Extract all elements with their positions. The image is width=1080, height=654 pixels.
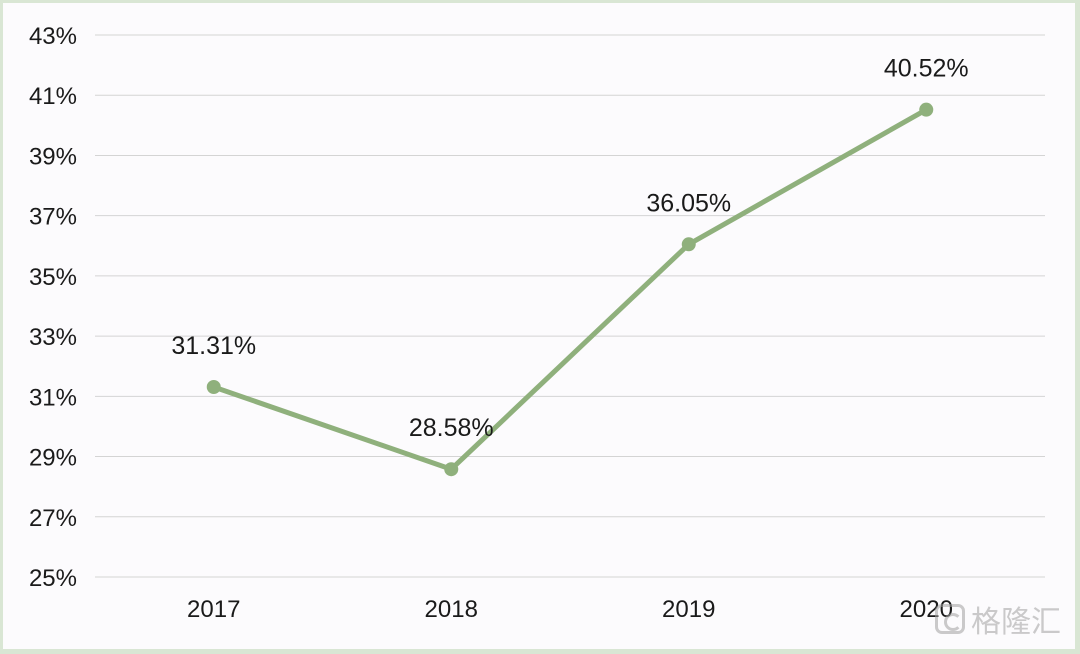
data-label: 31.31%	[171, 332, 256, 360]
series-line	[211, 107, 929, 472]
y-tick-label: 29%	[29, 445, 77, 472]
x-tick-label: 2017	[187, 596, 240, 623]
data-point	[919, 102, 934, 117]
data-label: 28.58%	[409, 414, 494, 442]
x-tick-label: 2020	[900, 596, 953, 623]
data-point	[444, 462, 459, 477]
y-tick-label: 37%	[29, 204, 77, 231]
data-label: 40.52%	[884, 55, 969, 83]
x-tick-label: 2018	[425, 596, 478, 623]
x-tick-label: 2019	[662, 596, 715, 623]
y-tick-label: 41%	[29, 83, 77, 110]
y-tick-label: 43%	[29, 23, 77, 50]
data-point	[681, 237, 696, 252]
line-chart: 25% 27% 29% 31% 33% 35% 37% 39% 41% 43% 2017 2018 20…	[29, 23, 1045, 623]
chart-panel: 25% 27% 29% 31% 33% 35% 37% 39% 41% 43% 2017 2018 20…	[3, 3, 1075, 649]
y-tick-label: 31%	[29, 384, 77, 411]
data-point	[206, 379, 221, 394]
y-tick-label: 35%	[29, 264, 77, 291]
y-tick-label: 33%	[29, 324, 77, 351]
y-tick-label: 25%	[29, 565, 77, 592]
y-tick-label: 39%	[29, 143, 77, 170]
data-label: 36.05%	[646, 189, 731, 217]
y-tick-label: 27%	[29, 505, 77, 532]
